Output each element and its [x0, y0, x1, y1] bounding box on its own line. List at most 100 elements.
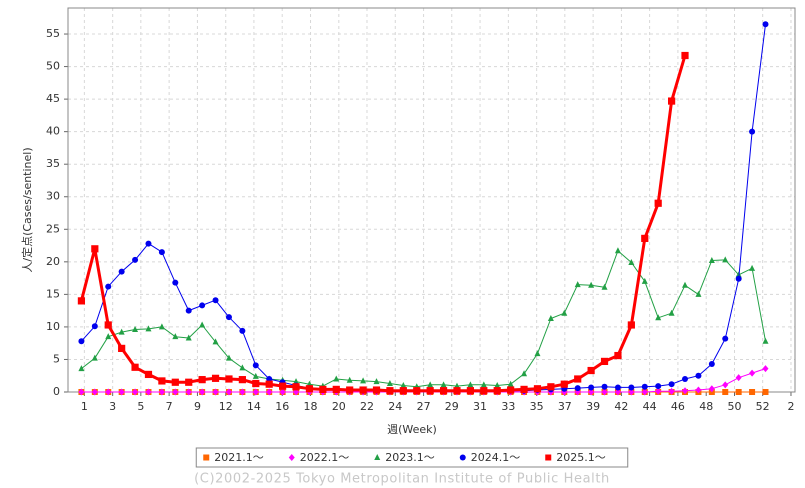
x-tick-label: 14: [247, 400, 261, 413]
data-point: [104, 321, 112, 329]
data-point: [372, 386, 381, 394]
x-tick-label: 29: [445, 400, 459, 413]
y-tick-label: 30: [46, 190, 60, 203]
data-point: [212, 297, 219, 304]
data-point: [279, 382, 287, 390]
data-point: [413, 387, 421, 395]
data-point: [668, 381, 675, 388]
legend-marker: [374, 454, 381, 460]
series: [78, 247, 769, 390]
data-point: [627, 321, 635, 329]
x-tick-label: 16: [275, 400, 289, 413]
y-tick-label: 35: [46, 157, 60, 170]
data-point: [185, 307, 192, 314]
data-point: [144, 370, 153, 379]
data-point: [601, 388, 608, 396]
x-tick-label: 20: [332, 400, 346, 413]
data-point: [158, 377, 166, 385]
data-point: [145, 325, 152, 332]
x-tick-label: 46: [671, 400, 685, 413]
data-point: [252, 388, 259, 396]
data-point: [199, 388, 206, 396]
x-tick-label: 33: [501, 400, 515, 413]
legend: 2021.1～ 2022.1～ 2023.1～ 2024.1～ 2025.1～: [195, 447, 629, 468]
series-line: [79, 55, 687, 393]
data-point: [440, 381, 447, 388]
data-point: [427, 381, 434, 388]
y-tick-label: 10: [46, 320, 60, 333]
data-point: [682, 281, 689, 288]
data-point: [681, 51, 689, 60]
data-point: [533, 385, 542, 393]
legend-label: 2021.1～: [214, 451, 264, 464]
data-point: [521, 370, 528, 377]
data-point: [628, 384, 635, 391]
data-point: [293, 378, 300, 385]
data-point: [118, 388, 125, 396]
data-point: [561, 309, 568, 316]
data-point: [654, 199, 662, 207]
data-point: [507, 380, 514, 387]
data-point: [494, 381, 501, 388]
x-tick-label: 39: [586, 400, 600, 413]
data-point: [722, 256, 729, 263]
data-point: [574, 385, 581, 392]
data-point: [426, 387, 434, 395]
data-point: [547, 314, 554, 321]
data-point: [158, 323, 165, 330]
credit: (C)2002-2025 Tokyo Metropolitan Institut…: [194, 472, 610, 487]
data-point: [265, 380, 273, 388]
data-point: [360, 377, 367, 384]
legend-marker: [288, 454, 295, 461]
y-tick-label: 55: [46, 27, 60, 40]
data-point: [439, 387, 448, 395]
data-point: [466, 387, 474, 395]
legend-marker: [459, 454, 466, 461]
data-point: [132, 326, 139, 333]
data-point: [199, 321, 206, 328]
data-point: [601, 283, 608, 290]
x-tick-label: 5: [137, 400, 144, 413]
data-point: [346, 386, 354, 394]
x-tick-label: 22: [360, 400, 374, 413]
y-axis-label: 人/定点(Cases/sentinel): [20, 147, 34, 272]
data-point: [641, 388, 648, 396]
x-tick-label: 18: [304, 400, 318, 413]
legend-label: 2023.1～: [385, 451, 435, 464]
data-point: [199, 302, 206, 309]
data-point: [480, 387, 488, 395]
data-point: [292, 383, 300, 391]
data-point: [749, 128, 756, 135]
data-point: [655, 314, 662, 321]
legend-box: [195, 447, 629, 468]
data-point: [172, 279, 179, 286]
data-point: [735, 374, 742, 382]
data-point: [682, 387, 689, 395]
data-point: [91, 245, 99, 253]
y-tick-label: 0: [53, 385, 60, 398]
data-point: [239, 388, 246, 396]
data-point: [600, 357, 609, 366]
data-point: [762, 365, 769, 373]
data-point: [305, 385, 314, 393]
data-point: [118, 268, 125, 275]
data-point: [171, 378, 179, 386]
data-point: [319, 385, 327, 393]
y-tick-label: 15: [46, 287, 60, 300]
data-point: [507, 386, 515, 394]
data-point: [708, 361, 715, 368]
data-point: [266, 375, 273, 382]
data-point: [346, 376, 353, 383]
data-point: [185, 388, 192, 396]
x-tick-label: 7: [166, 400, 173, 413]
data-point: [641, 277, 648, 284]
data-point: [172, 388, 179, 396]
data-point: [722, 389, 729, 395]
data-point: [574, 281, 581, 288]
data-point: [131, 363, 139, 371]
data-point: [614, 388, 621, 396]
data-point: [614, 247, 621, 254]
data-point: [172, 333, 179, 340]
data-point: [145, 240, 152, 247]
x-tick-label: 35: [530, 400, 544, 413]
